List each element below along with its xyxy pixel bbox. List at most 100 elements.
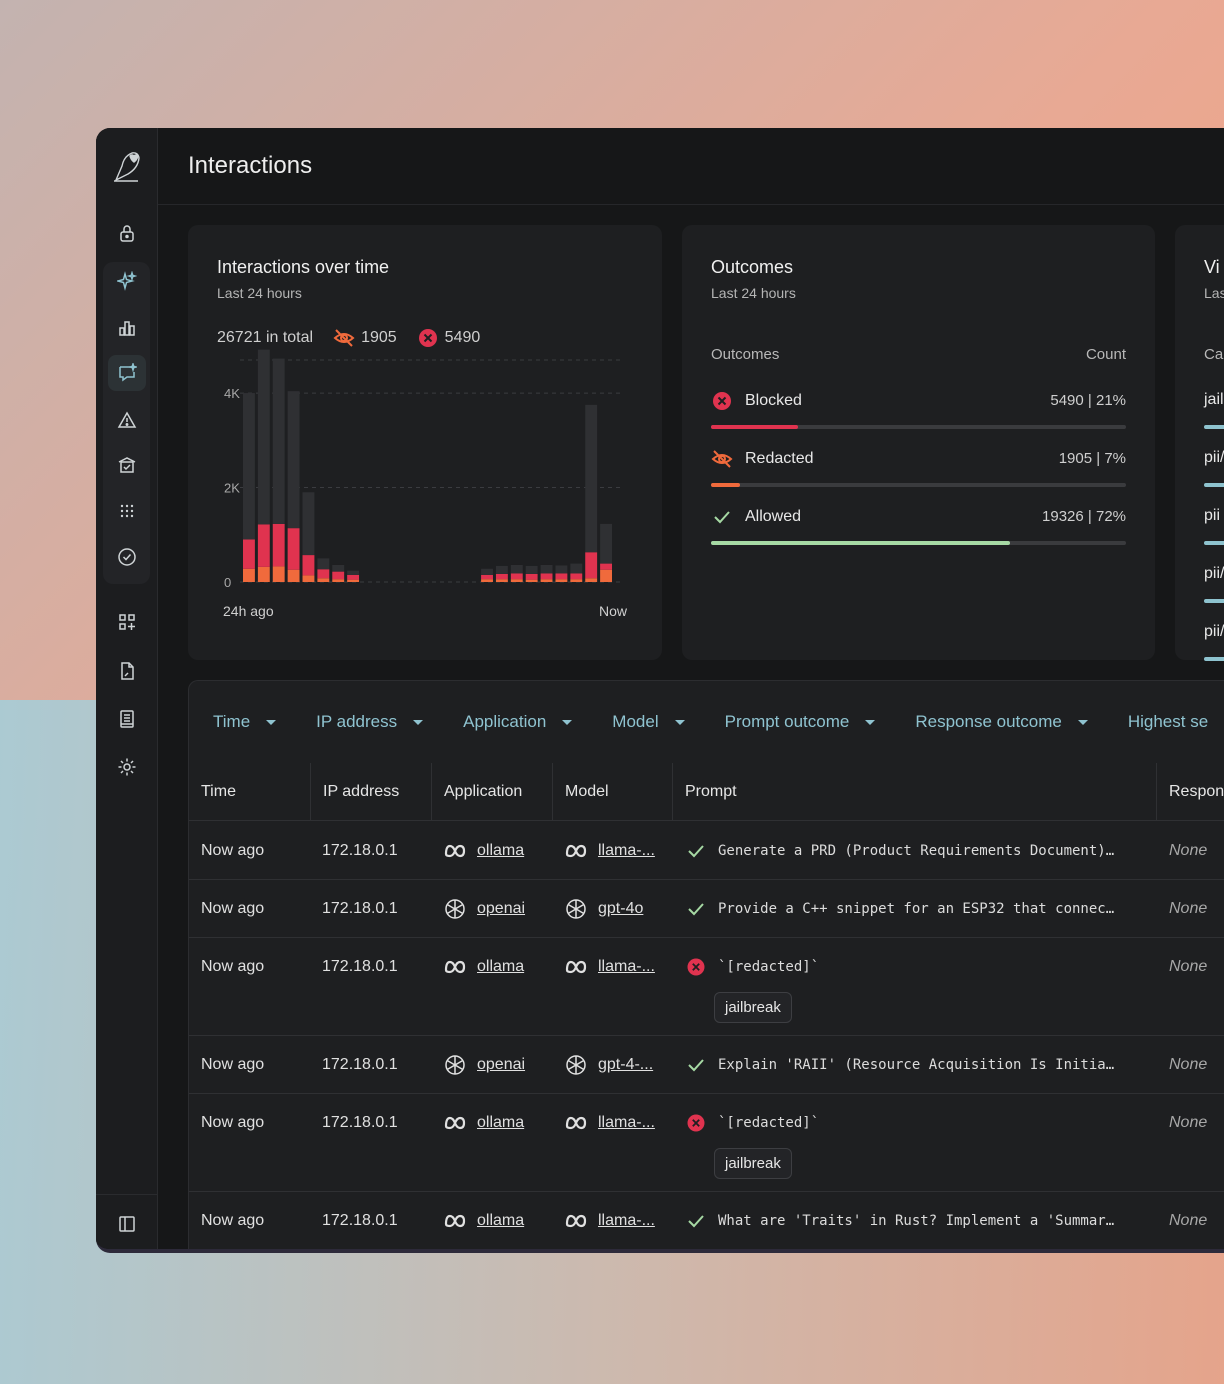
- th-model[interactable]: Model: [552, 763, 672, 821]
- sparkle-icon[interactable]: [115, 269, 139, 293]
- cell-model[interactable]: llama-...: [564, 955, 655, 979]
- table-row[interactable]: Now ago 172.18.0.1 openai gpt-4-... Explain …: [189, 1036, 1224, 1094]
- application-link[interactable]: openai: [477, 1056, 526, 1073]
- add-widget-icon[interactable]: [115, 610, 139, 634]
- sidebar-toggle-icon[interactable]: [115, 1212, 139, 1236]
- violation-tag[interactable]: jailbreak: [714, 992, 792, 1023]
- cell-response: None: [1169, 1212, 1208, 1229]
- th-response[interactable]: Respon: [1156, 763, 1224, 821]
- cell-prompt[interactable]: Explain 'RAII' (Resource Acquisition Is …: [686, 1055, 1114, 1075]
- outcome-fill: [711, 425, 799, 429]
- policy-icon[interactable]: [115, 453, 139, 477]
- filter-time[interactable]: Time: [213, 712, 277, 732]
- card-title: Outcomes: [711, 257, 794, 277]
- cell-application[interactable]: ollama: [443, 955, 524, 979]
- logo-icon[interactable]: [112, 148, 142, 182]
- warning-icon[interactable]: [115, 408, 139, 432]
- bar-redacted: [570, 579, 583, 582]
- bar-blocked: [600, 563, 612, 570]
- cell-model[interactable]: llama-...: [564, 1111, 655, 1135]
- filter-model[interactable]: Model: [612, 712, 685, 732]
- page-title: Interactions: [188, 152, 313, 179]
- application-link[interactable]: ollama: [477, 842, 525, 859]
- th-time[interactable]: Time: [201, 783, 236, 800]
- outcome-track: [711, 541, 1126, 545]
- cell-application[interactable]: ollama: [443, 839, 524, 863]
- table-row[interactable]: Now ago 172.18.0.1 openai gpt-4o Provide a C…: [189, 880, 1224, 938]
- filter-application[interactable]: Application: [463, 712, 573, 732]
- settings-icon[interactable]: [115, 755, 139, 779]
- model-link[interactable]: llama-...: [598, 1114, 655, 1131]
- outcome-row-blocked[interactable]: Blocked 5490 | 21%: [711, 390, 1126, 440]
- cell-model[interactable]: gpt-4-...: [564, 1053, 653, 1077]
- application-link[interactable]: openai: [477, 900, 526, 917]
- bar-redacted: [317, 578, 330, 582]
- table-row[interactable]: Now ago 172.18.0.1 ollama llama-... `[redact…: [189, 1094, 1224, 1192]
- document-icon[interactable]: [115, 707, 139, 731]
- chat-sparkle-icon[interactable]: [108, 355, 146, 391]
- grid-dots-icon[interactable]: [115, 499, 139, 523]
- cell-prompt[interactable]: `[redacted]`: [686, 957, 819, 977]
- bar-blocked: [287, 528, 300, 570]
- violation-item: pii/: [1204, 623, 1224, 640]
- y-tick-label: 0: [224, 575, 231, 590]
- cell-application[interactable]: openai: [443, 1053, 525, 1077]
- file-code-icon[interactable]: [115, 659, 139, 683]
- application-link[interactable]: ollama: [477, 958, 525, 975]
- th-application[interactable]: Application: [431, 763, 552, 821]
- bar-blocked: [510, 573, 523, 580]
- outcome-row-redacted[interactable]: Redacted 1905 | 7%: [711, 448, 1126, 498]
- meta-icon: [565, 1116, 587, 1130]
- bar-allowed: [510, 564, 523, 574]
- cell-time: Now ago: [201, 900, 265, 917]
- check-circle-icon[interactable]: [115, 545, 139, 569]
- app-window: Interactions Interactions over time Last…: [96, 128, 1224, 1253]
- bar-allowed: [243, 393, 255, 540]
- bar-blocked: [585, 552, 598, 579]
- cell-prompt[interactable]: What are 'Traits' in Rust? Implement a '…: [686, 1211, 1114, 1231]
- bar-chart-icon[interactable]: [115, 316, 139, 340]
- cell-response: None: [1169, 842, 1208, 859]
- bar-blocked: [257, 524, 270, 567]
- bar-redacted: [600, 569, 612, 582]
- filter-prompt-outcome[interactable]: Prompt outcome: [725, 712, 876, 732]
- chevron-down-icon: [413, 719, 424, 725]
- violation-tag[interactable]: jailbreak: [714, 1148, 792, 1179]
- th-prompt[interactable]: Prompt: [672, 763, 1156, 821]
- model-link[interactable]: llama-...: [598, 958, 655, 975]
- filter-ip-address[interactable]: IP address: [316, 712, 424, 732]
- model-link[interactable]: llama-...: [598, 842, 655, 859]
- cell-ip: 172.18.0.1: [322, 958, 398, 975]
- model-link[interactable]: gpt-4o: [598, 900, 644, 917]
- cell-prompt[interactable]: Provide a C++ snippet for an ESP32 that …: [686, 899, 1114, 919]
- model-link[interactable]: llama-...: [598, 1212, 655, 1229]
- table-row[interactable]: Now ago 172.18.0.1 ollama llama-... What are…: [189, 1192, 1224, 1249]
- openai-icon: [445, 1055, 465, 1075]
- cell-model[interactable]: llama-...: [564, 1209, 655, 1233]
- outcomes-header: Outcomes Count: [711, 346, 1126, 363]
- outcome-fill: [711, 541, 1010, 545]
- lock-icon[interactable]: [115, 221, 139, 245]
- cell-application[interactable]: openai: [443, 897, 525, 921]
- cell-application[interactable]: ollama: [443, 1111, 524, 1135]
- cell-prompt[interactable]: Generate a PRD (Product Requirements Doc…: [686, 841, 1114, 861]
- bar-blocked: [495, 573, 508, 580]
- cell-prompt[interactable]: `[redacted]`: [686, 1113, 819, 1133]
- bar-blocked: [570, 573, 583, 580]
- outcome-row-allowed[interactable]: Allowed 19326 | 72%: [711, 506, 1126, 556]
- th-ip-address[interactable]: IP address: [310, 763, 431, 821]
- cell-model[interactable]: llama-...: [564, 839, 655, 863]
- cell-application[interactable]: ollama: [443, 1209, 524, 1233]
- cell-model[interactable]: gpt-4o: [564, 897, 643, 921]
- bar-redacted: [495, 579, 508, 582]
- filter-response-outcome[interactable]: Response outcome: [915, 712, 1088, 732]
- filter-highest-severity[interactable]: Highest se: [1127, 712, 1209, 731]
- table-row[interactable]: Now ago 172.18.0.1 ollama llama-... Generate…: [189, 822, 1224, 880]
- bar-redacted: [287, 569, 300, 582]
- application-link[interactable]: ollama: [477, 1114, 525, 1131]
- violation-bar: [1204, 483, 1224, 487]
- application-link[interactable]: ollama: [477, 1212, 525, 1229]
- outcome-track: [711, 425, 1126, 429]
- model-link[interactable]: gpt-4-...: [598, 1056, 654, 1073]
- table-row[interactable]: Now ago 172.18.0.1 ollama llama-... `[redact…: [189, 938, 1224, 1036]
